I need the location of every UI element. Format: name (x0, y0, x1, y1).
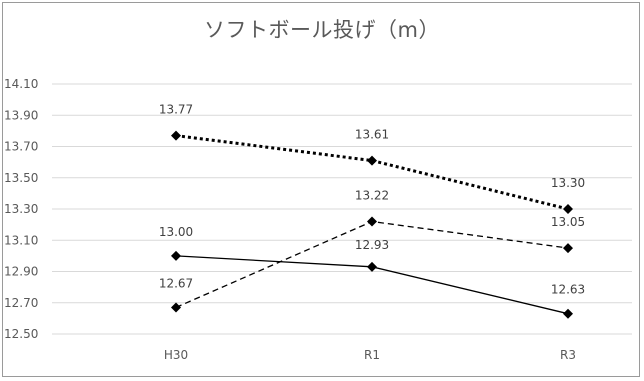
data-label: 13.77 (159, 103, 193, 117)
chart-frame (2, 2, 640, 377)
y-tick-label: 12.70 (4, 296, 38, 310)
data-label: 13.61 (355, 128, 389, 142)
data-marker (563, 204, 573, 214)
data-marker (171, 250, 181, 261)
y-tick-label: 12.50 (4, 327, 38, 341)
series-line-dotted (175, 134, 569, 211)
x-tick-label: H30 (164, 348, 188, 362)
y-tick-label: 13.10 (4, 233, 38, 247)
x-tick-label: R1 (364, 348, 380, 362)
data-marker (171, 302, 181, 313)
data-label: 12.67 (159, 276, 193, 290)
gridlines (52, 83, 632, 335)
data-marker (367, 216, 377, 227)
y-tick-label: 13.30 (4, 202, 38, 216)
data-label: 13.05 (551, 215, 585, 229)
data-marker (367, 261, 377, 272)
y-tick-label: 13.90 (4, 108, 38, 122)
y-tick-label: 13.50 (4, 171, 38, 185)
data-marker (171, 130, 181, 141)
data-label: 12.93 (355, 238, 389, 252)
x-axis-ticks: H30 R1 R3 (164, 348, 576, 362)
data-marker (367, 155, 377, 166)
y-tick-label: 14.10 (4, 77, 38, 91)
data-label: 13.00 (159, 225, 193, 239)
data-label: 13.22 (355, 189, 389, 203)
y-tick-label: 12.90 (4, 265, 38, 279)
data-labels: 13.77 13.61 13.30 12.67 13.22 13.05 13.00 12.93… (159, 103, 585, 297)
data-label: 12.63 (551, 283, 585, 297)
y-axis-ticks: 12.50 12.70 12.90 13.10 13.30 13.50 13.70 13.90… (4, 77, 38, 341)
y-tick-label: 13.70 (4, 140, 38, 154)
chart-title: ソフトボール投げ（m） (204, 18, 440, 42)
data-label: 13.30 (551, 176, 585, 190)
x-tick-label: R3 (560, 348, 576, 362)
series-lines (171, 130, 573, 319)
data-marker (563, 308, 573, 319)
data-marker (563, 243, 573, 254)
